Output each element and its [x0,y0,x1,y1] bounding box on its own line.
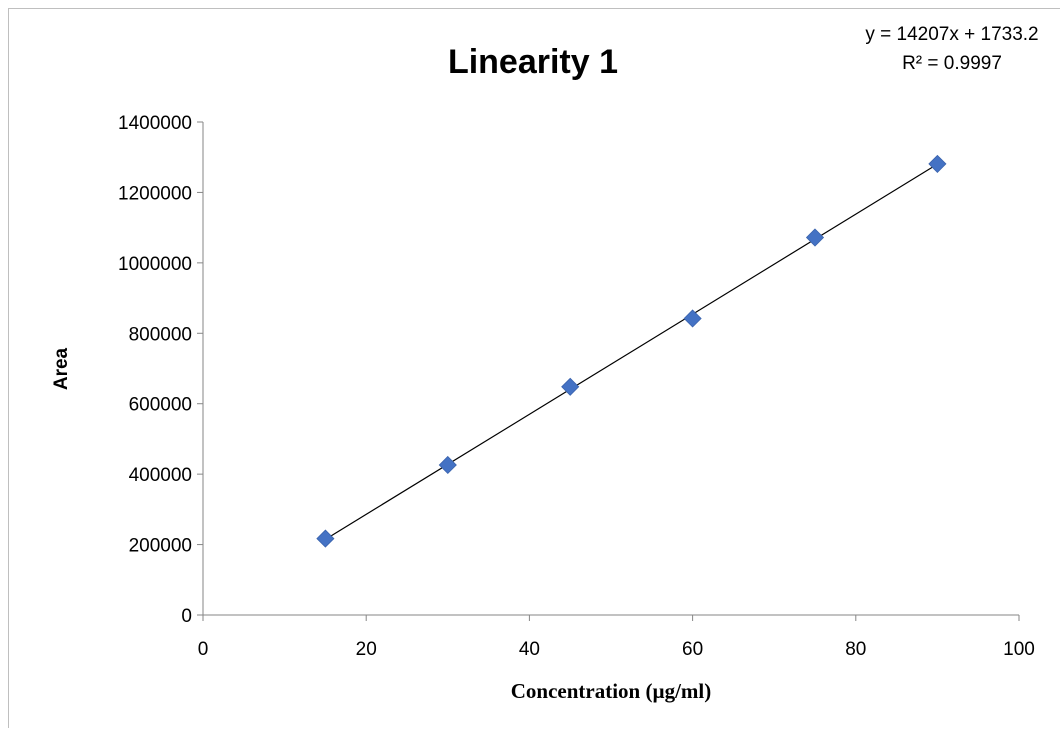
y-tick-label: 600000 [129,395,192,416]
y-axis-label: Area [51,347,72,390]
trendline-r-squared: R² = 0.9997 [902,53,1002,74]
x-tick-label: 20 [356,639,377,660]
y-tick-label: 1400000 [118,113,192,134]
trendline-equation: y = 14207x + 1733.2 [865,24,1038,45]
chart-frame [8,8,1060,728]
y-tick-label: 1000000 [118,254,192,275]
y-axis-ticks: 0 200000 400000 600000 800000 1000000 1200000 1… [118,113,203,627]
data-points [316,154,947,548]
trendline-group [325,163,938,540]
x-axis-label: Concentration (µg/ml) [511,679,711,703]
data-point-diamond [805,228,825,247]
data-point-diamond [683,309,702,328]
x-tick-label: 100 [1003,639,1035,660]
x-axis-ticks: 0 20 40 60 80 100 [198,615,1035,660]
x-tick-label: 0 [198,639,209,660]
data-point-diamond [928,154,947,173]
data-point-diamond [316,529,335,548]
axes [202,122,1019,616]
x-tick-label: 80 [845,639,866,660]
y-tick-label: 200000 [129,536,192,557]
data-point-diamond [561,377,580,396]
y-tick-label: 800000 [129,324,192,345]
trendline [325,163,938,540]
y-tick-label: 1200000 [118,183,192,204]
y-tick-label: 0 [181,606,192,627]
chart-title: Linearity 1 [448,43,618,81]
x-tick-label: 40 [519,639,540,660]
x-tick-label: 60 [682,639,703,660]
y-tick-label: 400000 [129,465,192,486]
data-point-diamond [438,455,457,475]
